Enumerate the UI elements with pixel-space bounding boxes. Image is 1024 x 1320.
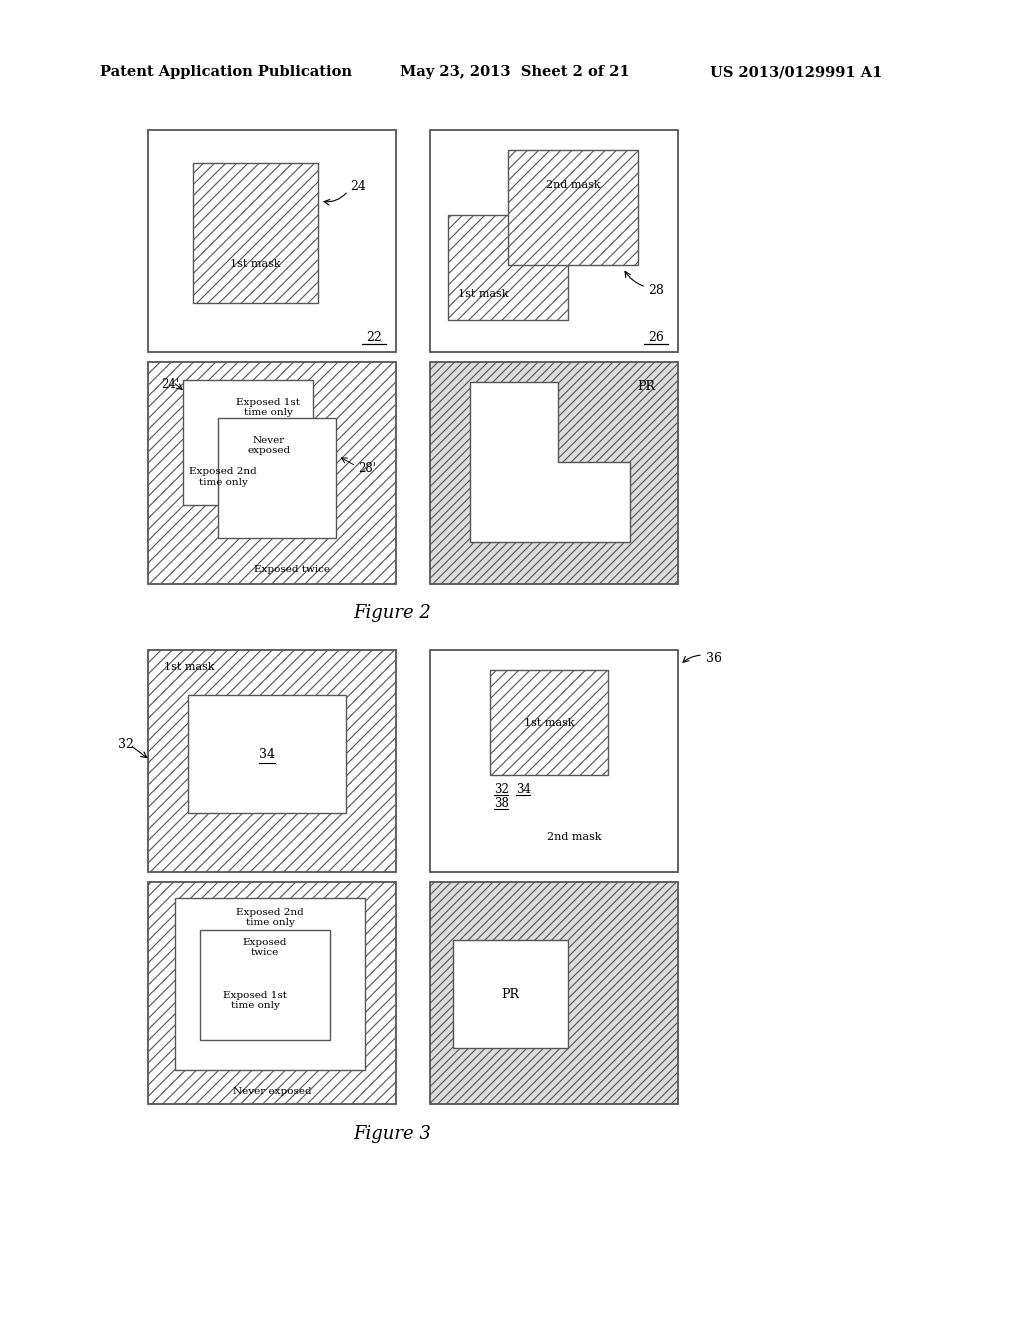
Text: 1st mask: 1st mask	[523, 718, 574, 727]
Bar	[490, 671, 608, 775]
Bar	[218, 418, 336, 539]
Bar	[508, 150, 638, 265]
Text: 1st mask: 1st mask	[164, 663, 215, 672]
Text: Exposed 2nd
time only: Exposed 2nd time only	[237, 908, 304, 928]
Text: 28: 28	[648, 285, 664, 297]
Text: 2nd mask: 2nd mask	[546, 180, 600, 190]
Text: 24': 24'	[161, 378, 179, 391]
Text: 28': 28'	[358, 462, 376, 474]
Text: US 2013/0129991 A1: US 2013/0129991 A1	[710, 65, 883, 79]
Bar	[148, 882, 396, 1104]
Text: 24: 24	[350, 181, 366, 194]
Bar	[430, 882, 678, 1104]
Text: Exposed 1st
time only: Exposed 1st time only	[236, 399, 300, 417]
Text: 1st mask: 1st mask	[458, 289, 508, 298]
Bar	[430, 649, 678, 873]
Text: Never exposed: Never exposed	[232, 1088, 311, 1097]
Text: 22: 22	[367, 331, 382, 345]
Text: 36: 36	[706, 652, 722, 665]
Text: Figure 2: Figure 2	[353, 605, 431, 622]
Text: Figure 3: Figure 3	[353, 1125, 431, 1143]
Bar	[183, 380, 313, 506]
Bar	[148, 362, 396, 583]
Bar	[148, 129, 396, 352]
Text: 38: 38	[494, 797, 509, 810]
Text: 32: 32	[494, 783, 509, 796]
Text: 1st mask: 1st mask	[230, 259, 281, 269]
Polygon shape	[470, 381, 630, 543]
Bar	[175, 898, 365, 1071]
Text: 2nd mask: 2nd mask	[547, 832, 601, 842]
Bar	[193, 162, 318, 304]
Text: Patent Application Publication: Patent Application Publication	[100, 65, 352, 79]
Text: 34: 34	[516, 783, 531, 796]
Text: 26: 26	[648, 331, 664, 345]
Text: May 23, 2013  Sheet 2 of 21: May 23, 2013 Sheet 2 of 21	[400, 65, 630, 79]
Text: PR: PR	[637, 380, 655, 393]
Bar	[430, 362, 678, 583]
Bar	[449, 215, 568, 319]
Text: 32: 32	[118, 738, 134, 751]
Text: Exposed 1st
time only: Exposed 1st time only	[223, 990, 287, 1010]
Text: Exposed 2nd
time only: Exposed 2nd time only	[189, 467, 257, 487]
Text: PR: PR	[502, 987, 519, 1001]
Text: Exposed twice: Exposed twice	[254, 565, 330, 573]
Text: 34: 34	[259, 747, 275, 760]
Bar	[148, 649, 396, 873]
Text: Exposed
twice: Exposed twice	[243, 939, 288, 957]
Bar	[188, 696, 346, 813]
Bar	[200, 931, 330, 1040]
Bar	[430, 129, 678, 352]
Bar	[453, 940, 568, 1048]
Text: Never
exposed: Never exposed	[248, 436, 291, 455]
